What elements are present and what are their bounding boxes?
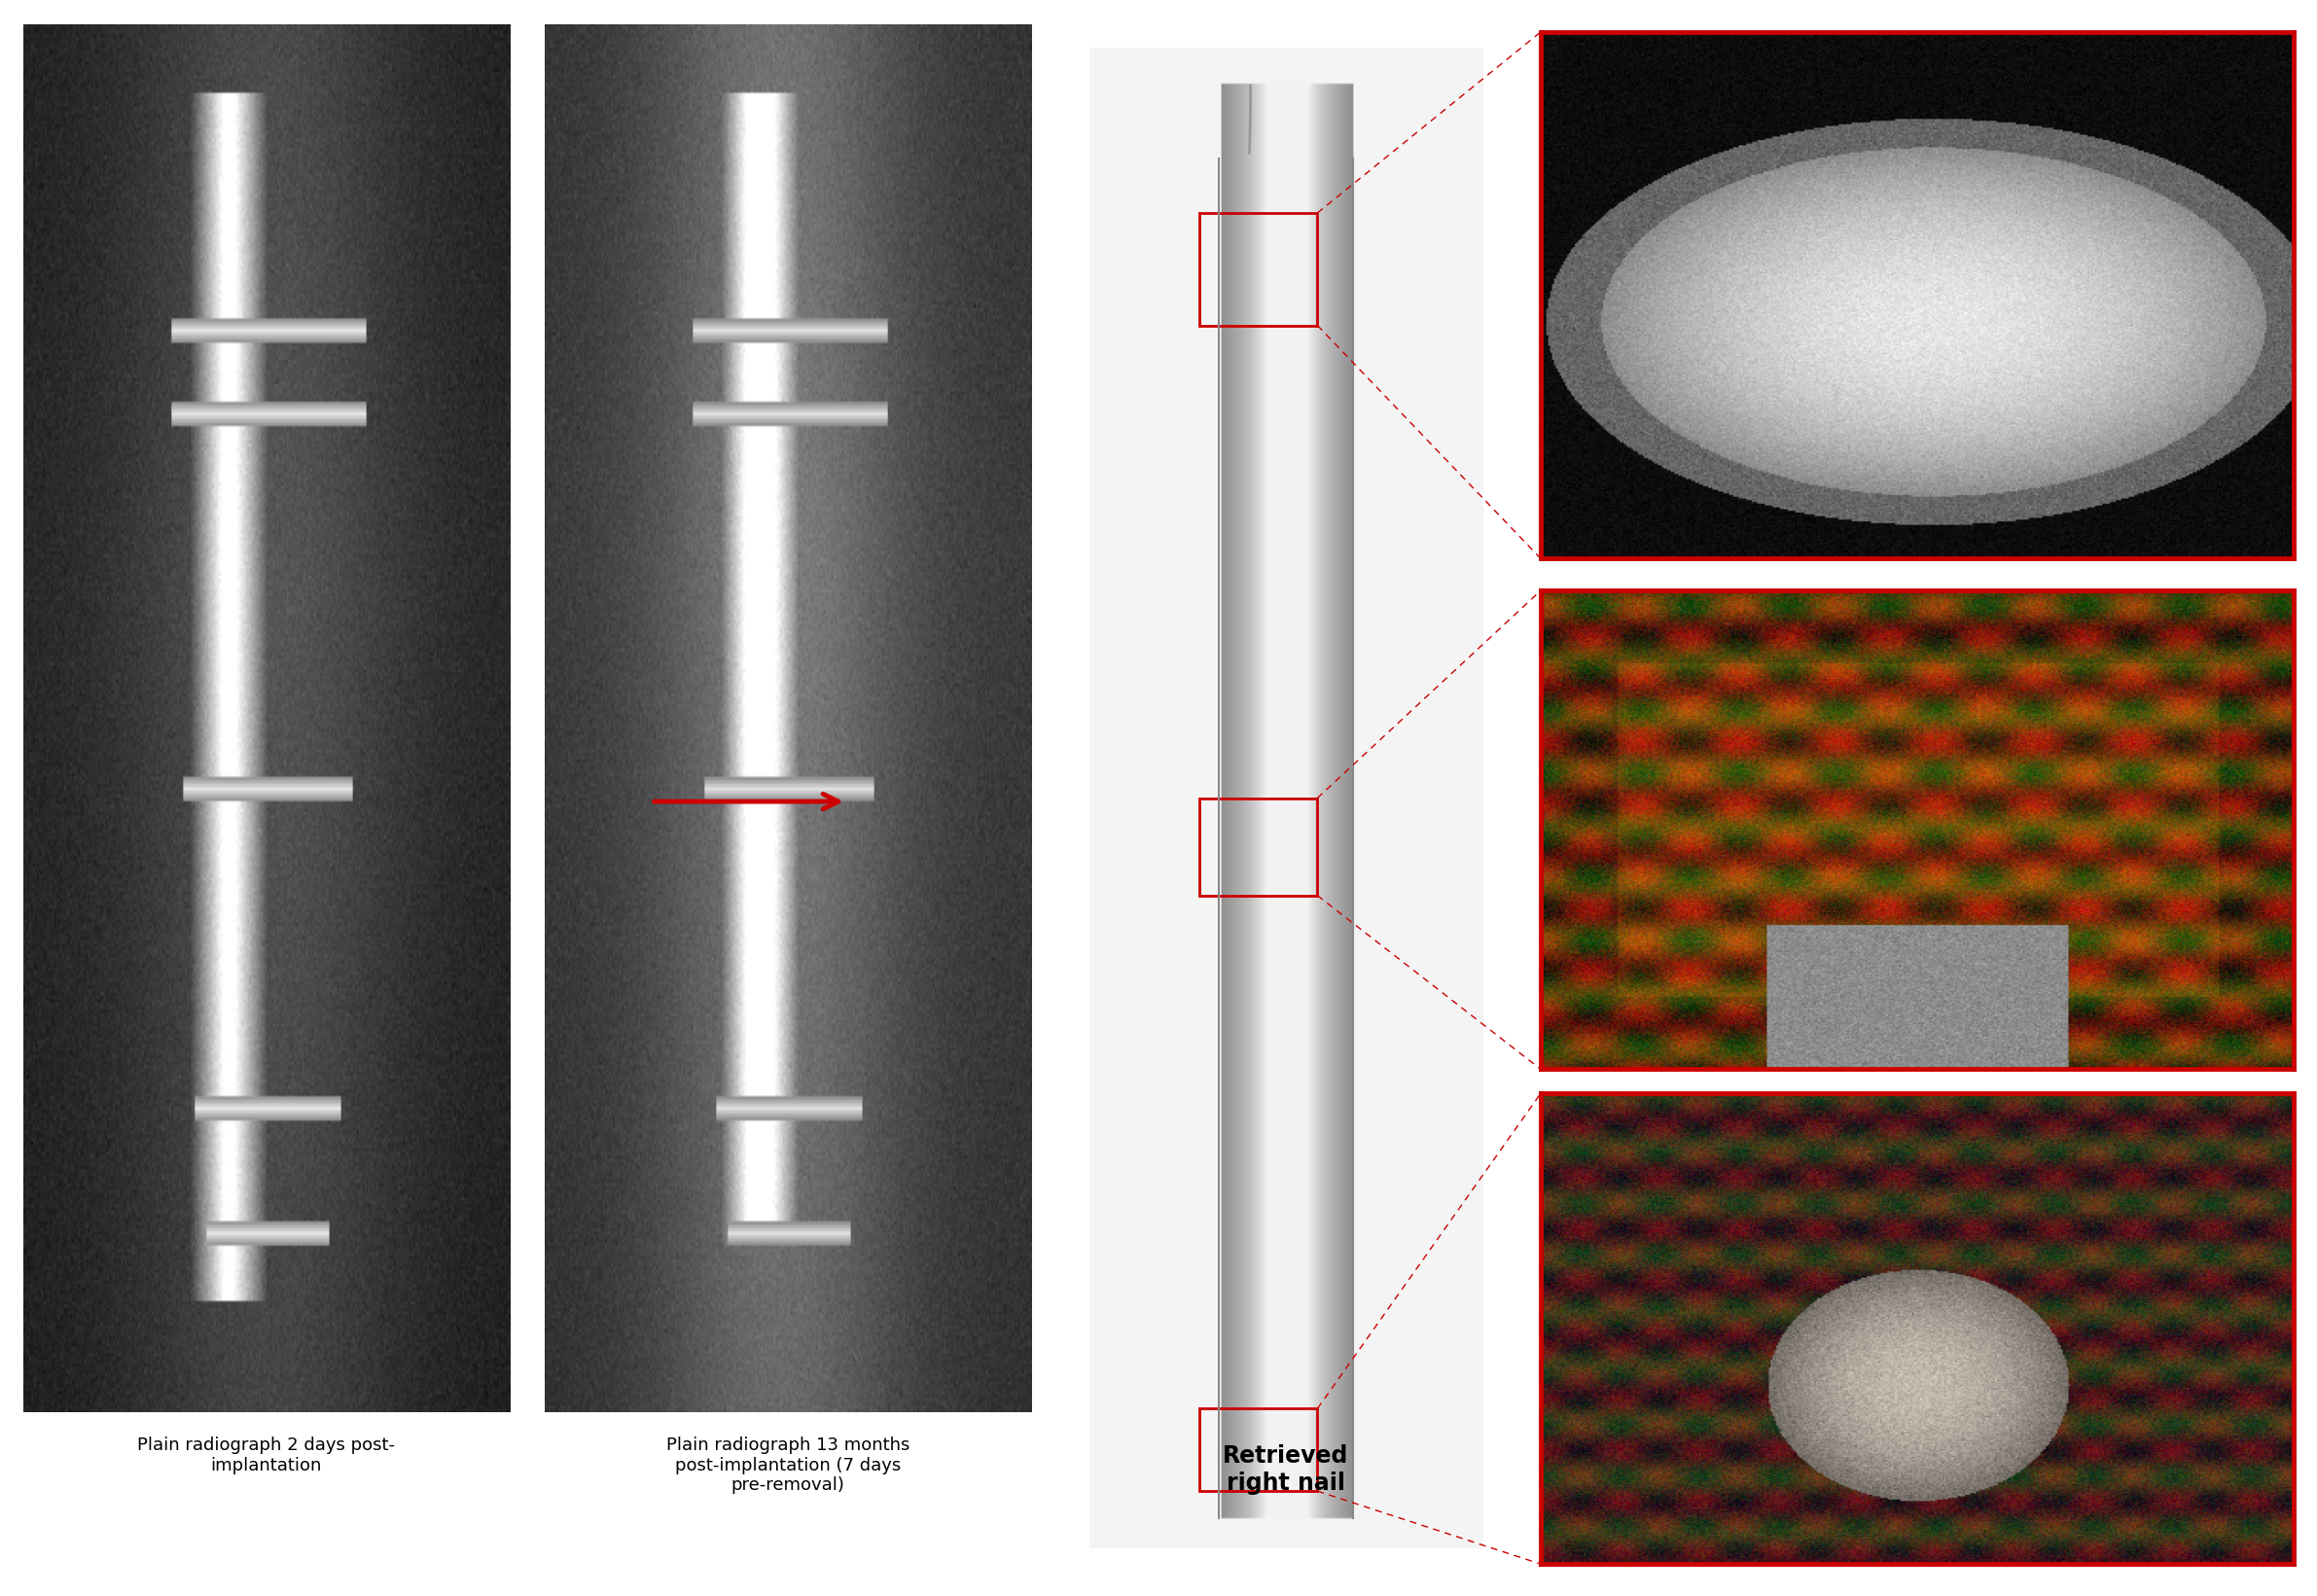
Bar [1200,1409,1318,1491]
Text: Plain radiograph 2 days post-
implantation: Plain radiograph 2 days post- implantati… [137,1436,396,1475]
Text: Retrieved
right nail: Retrieved right nail [1223,1444,1348,1495]
Text: Plain radiograph 13 months
post-implantation (7 days
pre-removal): Plain radiograph 13 months post-implanta… [665,1436,911,1494]
Bar [1200,212,1318,326]
Bar [1200,798,1318,895]
